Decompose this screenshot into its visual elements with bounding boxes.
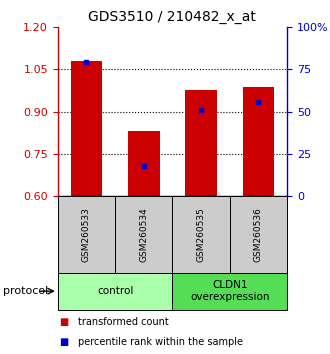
Text: GSM260536: GSM260536: [254, 207, 263, 262]
Bar: [71, 61, 102, 196]
Bar: [128, 131, 159, 196]
Text: GSM260535: GSM260535: [197, 207, 206, 262]
Bar: [243, 87, 274, 196]
Bar: [173, 273, 287, 310]
Bar: [58, 196, 115, 273]
Bar: [115, 196, 173, 273]
Text: GSM260533: GSM260533: [82, 207, 91, 262]
Text: ■: ■: [59, 337, 69, 347]
Title: GDS3510 / 210482_x_at: GDS3510 / 210482_x_at: [88, 10, 256, 24]
Text: control: control: [97, 286, 133, 296]
Text: GSM260534: GSM260534: [139, 207, 148, 262]
Bar: [173, 196, 230, 273]
Text: ■: ■: [59, 317, 69, 327]
Text: CLDN1
overexpression: CLDN1 overexpression: [190, 280, 270, 302]
Text: percentile rank within the sample: percentile rank within the sample: [78, 337, 243, 347]
Text: transformed count: transformed count: [78, 317, 168, 327]
Bar: [185, 90, 217, 196]
Text: protocol: protocol: [3, 286, 49, 296]
Bar: [58, 273, 173, 310]
Bar: [230, 196, 287, 273]
